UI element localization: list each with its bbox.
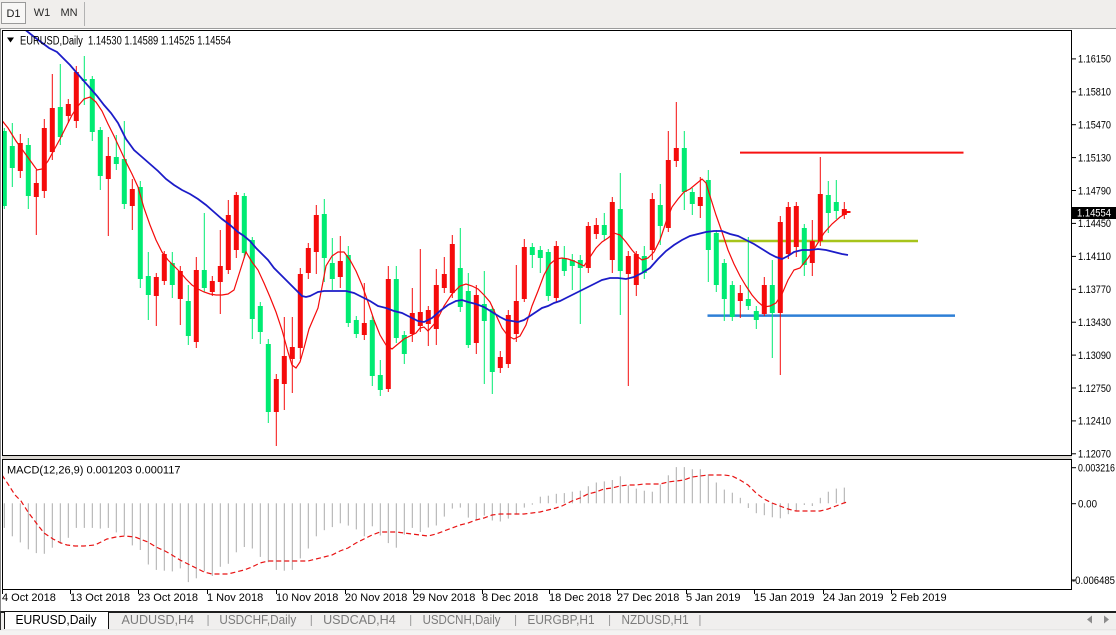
svg-text:2 Feb 2019: 2 Feb 2019	[891, 592, 947, 604]
svg-text:1.15130: 1.15130	[1078, 152, 1111, 164]
svg-text:|: |	[514, 613, 517, 627]
svg-text:1.15470: 1.15470	[1078, 120, 1111, 132]
svg-text:-0.006485: -0.006485	[1072, 575, 1115, 587]
svg-text:MACD(12,26,9) 0.001203 0.00011: MACD(12,26,9) 0.001203 0.000117	[7, 465, 180, 477]
svg-text:|: |	[608, 613, 611, 627]
svg-text:1.15810: 1.15810	[1078, 87, 1111, 99]
svg-text:1.13430: 1.13430	[1078, 317, 1111, 329]
svg-text:24 Jan 2019: 24 Jan 2019	[823, 592, 884, 604]
svg-text:1.16150: 1.16150	[1078, 54, 1111, 66]
svg-text:1.12750: 1.12750	[1078, 383, 1111, 395]
svg-text:|: |	[310, 613, 313, 627]
svg-text:|: |	[409, 613, 412, 627]
svg-text:1.14110: 1.14110	[1078, 251, 1111, 263]
svg-text:4 Oct 2018: 4 Oct 2018	[2, 592, 56, 604]
svg-text:1.12070: 1.12070	[1078, 449, 1111, 461]
svg-text:13 Oct 2018: 13 Oct 2018	[70, 592, 130, 604]
svg-text:5 Jan 2019: 5 Jan 2019	[686, 592, 740, 604]
svg-text:23 Oct 2018: 23 Oct 2018	[138, 592, 198, 604]
svg-text:18 Dec 2018: 18 Dec 2018	[549, 592, 611, 604]
svg-text:1.13090: 1.13090	[1078, 350, 1111, 362]
svg-text:10 Nov 2018: 10 Nov 2018	[276, 592, 338, 604]
svg-text:8 Dec 2018: 8 Dec 2018	[482, 592, 538, 604]
svg-text:1.12410: 1.12410	[1078, 416, 1111, 428]
svg-text:1.13770: 1.13770	[1078, 284, 1111, 296]
svg-text:AUDUSD,H4: AUDUSD,H4	[122, 612, 195, 627]
svg-text:NZDUSD,H1: NZDUSD,H1	[622, 612, 689, 627]
svg-text:27 Dec 2018: 27 Dec 2018	[617, 592, 679, 604]
svg-text:0.003216: 0.003216	[1078, 463, 1115, 475]
svg-text:1.14790: 1.14790	[1078, 185, 1111, 197]
svg-text:EURUSD,Daily: EURUSD,Daily	[16, 612, 97, 627]
svg-text:15 Jan 2019: 15 Jan 2019	[754, 592, 815, 604]
svg-text:29 Nov 2018: 29 Nov 2018	[413, 592, 475, 604]
svg-text:20 Nov 2018: 20 Nov 2018	[345, 592, 407, 604]
svg-text:|: |	[698, 613, 701, 627]
svg-text:|: |	[207, 613, 210, 627]
svg-text:1.14554: 1.14554	[1077, 208, 1111, 220]
svg-text:0.00: 0.00	[1078, 499, 1097, 511]
svg-text:1 Nov 2018: 1 Nov 2018	[207, 592, 263, 604]
svg-text:1.14450: 1.14450	[1078, 218, 1111, 230]
svg-text:EURGBP,H1: EURGBP,H1	[527, 612, 594, 627]
svg-text:EURUSD,Daily 1.14530 1.14589: EURUSD,Daily 1.14530 1.14589 1.14525 1.1…	[20, 36, 231, 48]
svg-text:USDCNH,Daily: USDCNH,Daily	[423, 612, 501, 627]
svg-text:USDCAD,H4: USDCAD,H4	[323, 612, 396, 627]
svg-text:USDCHF,Daily: USDCHF,Daily	[219, 612, 296, 627]
